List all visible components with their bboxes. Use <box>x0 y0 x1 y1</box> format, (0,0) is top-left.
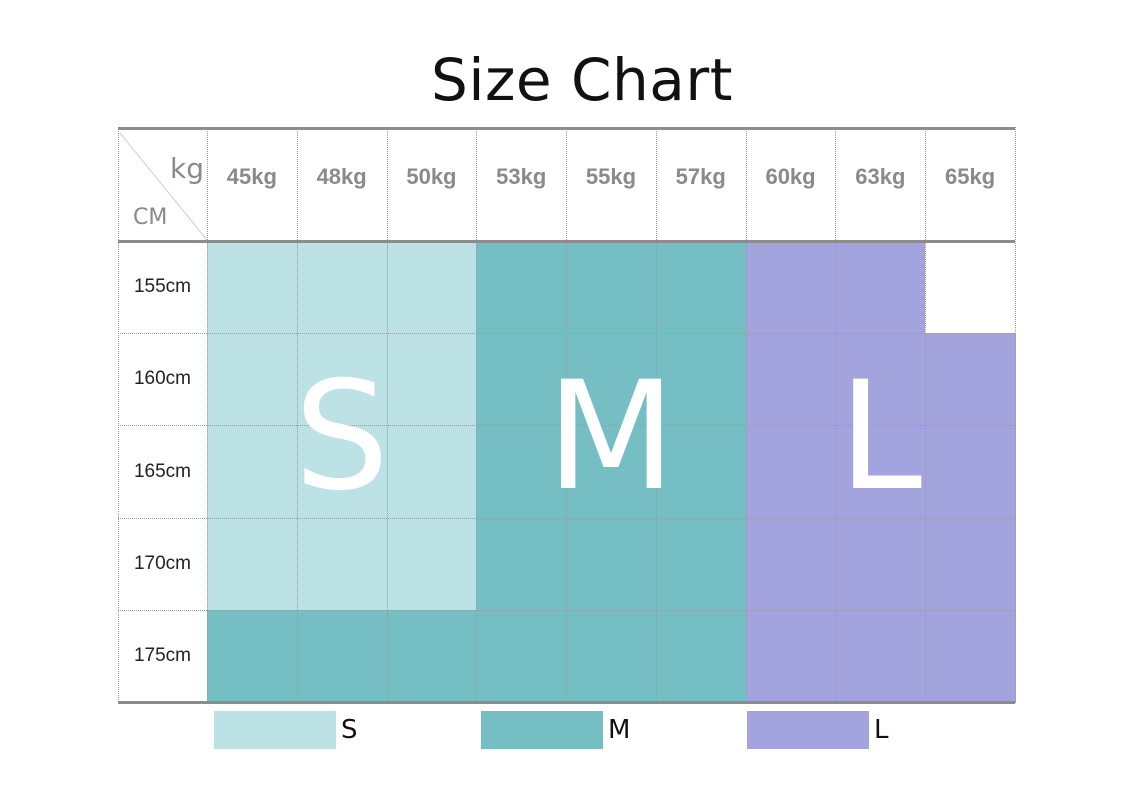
chart-title: Size Chart <box>431 46 733 114</box>
size-cell <box>566 517 657 611</box>
size-region-label: L <box>838 350 923 524</box>
height-row-header: 160cm <box>133 368 192 390</box>
size-cell <box>207 517 298 611</box>
size-cell <box>655 517 747 611</box>
size-cell <box>655 609 747 703</box>
grid-vline <box>925 127 927 702</box>
weight-column-header: 55kg <box>585 164 637 189</box>
size-cell <box>566 241 657 334</box>
size-cell <box>386 609 477 703</box>
size-cell <box>476 241 567 334</box>
size-cell <box>386 425 477 519</box>
size-cell <box>745 517 837 611</box>
weight-column-header: 60kg <box>765 164 816 189</box>
size-cell <box>296 333 388 426</box>
weight-column-header: 48kg <box>316 164 367 189</box>
size-cell <box>386 333 477 426</box>
size-cell <box>476 517 567 611</box>
size-cell <box>476 333 567 426</box>
size-cell <box>835 241 926 334</box>
size-cell <box>296 241 388 334</box>
weight-column-header: 63kg <box>855 164 906 189</box>
size-cell <box>925 425 1016 519</box>
grid-vline <box>386 127 388 702</box>
grid-vline <box>207 127 208 702</box>
table-border <box>118 701 1015 704</box>
size-cell <box>566 425 657 519</box>
size-cell <box>925 517 1016 611</box>
size-cell <box>835 333 926 426</box>
grid-vline <box>835 127 837 702</box>
size-cell <box>566 609 657 703</box>
size-cell <box>745 241 837 334</box>
size-cell <box>207 333 298 426</box>
size-region-label: S <box>294 350 390 524</box>
size-cell <box>655 333 747 426</box>
weight-column-header: 57kg <box>675 164 726 189</box>
legend-label: M <box>608 715 631 745</box>
size-cell <box>745 333 837 426</box>
weight-column-header: 45kg <box>226 164 277 189</box>
size-cell <box>566 333 657 426</box>
size-cell <box>925 609 1016 703</box>
grid-vline <box>1015 127 1016 702</box>
size-region-label: M <box>546 350 676 524</box>
grid-vline <box>566 127 568 702</box>
grid-hline <box>118 609 1015 611</box>
size-cell <box>745 425 837 519</box>
size-cell <box>476 425 567 519</box>
size-cell <box>655 425 747 519</box>
size-cell <box>745 609 837 703</box>
table-border <box>118 240 1015 243</box>
size-cell <box>296 425 388 519</box>
weight-unit-label: kg <box>170 152 204 185</box>
weight-column-header: 65kg <box>945 164 996 189</box>
weight-column-header: 50kg <box>406 164 457 189</box>
size-cell <box>476 609 567 703</box>
size-cell <box>386 517 477 611</box>
grid-hline <box>118 425 1015 427</box>
size-cell <box>207 241 298 334</box>
size-cell <box>835 609 926 703</box>
size-cell <box>207 609 298 703</box>
size-cell <box>925 241 1016 334</box>
legend-label: S <box>341 715 358 745</box>
weight-column-header: 53kg <box>496 164 547 189</box>
legend-swatch <box>214 711 336 749</box>
table-border <box>118 127 1015 130</box>
size-cell <box>207 425 298 519</box>
height-row-header: 170cm <box>133 552 192 574</box>
height-row-header: 155cm <box>133 276 192 298</box>
size-cell <box>386 241 477 334</box>
height-unit-label: CM <box>133 205 168 230</box>
legend-swatch <box>481 711 603 749</box>
height-row-header: 165cm <box>133 460 192 482</box>
grid-vline <box>745 127 747 702</box>
grid-hline <box>118 333 1015 335</box>
size-cell <box>925 333 1016 426</box>
grid-vline <box>476 127 478 702</box>
legend-swatch <box>747 711 869 749</box>
size-cell <box>296 517 388 611</box>
grid-vline <box>296 127 298 702</box>
grid-hline <box>118 517 1015 519</box>
size-cell <box>296 609 388 703</box>
legend-label: L <box>874 715 889 745</box>
size-cell <box>655 241 747 334</box>
size-cell <box>835 517 926 611</box>
grid-vline <box>118 127 119 702</box>
height-row-header: 175cm <box>133 644 192 666</box>
grid-vline <box>655 127 657 702</box>
size-cell <box>835 425 926 519</box>
